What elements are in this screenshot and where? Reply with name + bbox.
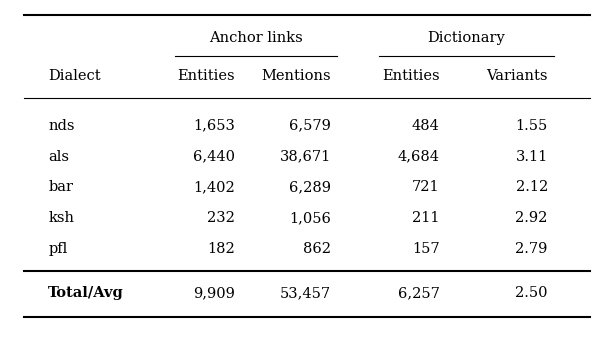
Text: Anchor links: Anchor links xyxy=(209,31,303,45)
Text: 2.12: 2.12 xyxy=(515,181,548,194)
Text: 4,684: 4,684 xyxy=(397,150,439,163)
Text: 6,257: 6,257 xyxy=(397,286,439,300)
Text: 6,289: 6,289 xyxy=(289,181,331,194)
Text: 232: 232 xyxy=(207,211,235,225)
Text: Entities: Entities xyxy=(382,70,439,83)
Text: 1.55: 1.55 xyxy=(515,119,548,132)
Text: 6,440: 6,440 xyxy=(193,150,235,163)
Text: 721: 721 xyxy=(412,181,439,194)
Text: Variants: Variants xyxy=(486,70,548,83)
Text: 484: 484 xyxy=(412,119,439,132)
Text: 1,653: 1,653 xyxy=(193,119,235,132)
Text: Dictionary: Dictionary xyxy=(427,31,506,45)
Text: Total/Avg: Total/Avg xyxy=(48,286,124,300)
Text: 157: 157 xyxy=(412,242,439,256)
Text: 182: 182 xyxy=(207,242,235,256)
Text: 2.79: 2.79 xyxy=(515,242,548,256)
Text: 1,402: 1,402 xyxy=(193,181,235,194)
Text: Entities: Entities xyxy=(177,70,235,83)
Text: 211: 211 xyxy=(412,211,439,225)
Text: ksh: ksh xyxy=(48,211,74,225)
Text: 1,056: 1,056 xyxy=(289,211,331,225)
Text: 38,671: 38,671 xyxy=(280,150,331,163)
Text: 862: 862 xyxy=(303,242,331,256)
Text: Dialect: Dialect xyxy=(48,70,101,83)
Text: 2.50: 2.50 xyxy=(515,286,548,300)
Text: als: als xyxy=(48,150,69,163)
Text: 2.92: 2.92 xyxy=(515,211,548,225)
Text: 53,457: 53,457 xyxy=(280,286,331,300)
Text: Mentions: Mentions xyxy=(261,70,331,83)
Text: pfl: pfl xyxy=(48,242,67,256)
Text: 3.11: 3.11 xyxy=(515,150,548,163)
Text: 6,579: 6,579 xyxy=(289,119,331,132)
Text: 9,909: 9,909 xyxy=(193,286,235,300)
Text: bar: bar xyxy=(48,181,73,194)
Text: nds: nds xyxy=(48,119,75,132)
